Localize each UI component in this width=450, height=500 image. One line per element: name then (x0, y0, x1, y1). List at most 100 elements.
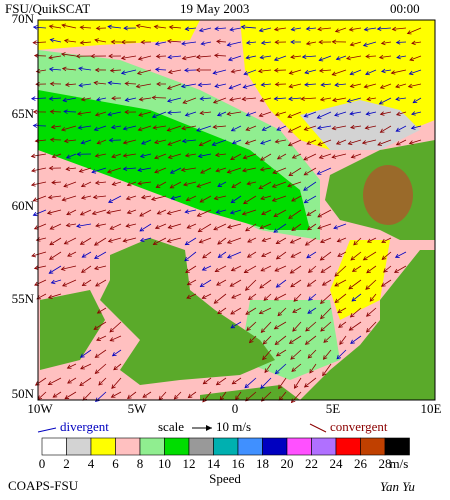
wind-arrow-head (275, 255, 281, 260)
colorbar: 0 2 4 6 8 10 12 14 16 18 20 22 24 26 28m/s (39, 437, 410, 471)
wind-arrow-head (317, 225, 322, 230)
wind-arrow (304, 69, 317, 74)
wind-arrow (304, 377, 317, 388)
wind-arrow (96, 97, 107, 101)
wind-arrow-head (271, 197, 277, 202)
wind-arrow (289, 335, 302, 344)
wind-arrow (337, 307, 347, 314)
wind-arrow (167, 139, 182, 146)
wind-arrow-head (76, 223, 81, 229)
wind-arrow (411, 41, 422, 44)
wind-arrow (261, 209, 272, 215)
wind-arrow-head (366, 238, 372, 243)
wind-arrow-head (348, 27, 354, 32)
wind-arrow-head (331, 125, 337, 131)
wind-arrow (136, 25, 152, 29)
wind-arrow-head (412, 99, 418, 104)
wind-arrow-head (198, 142, 204, 147)
wind-arrow (259, 27, 272, 32)
wind-arrow (82, 251, 92, 258)
wind-arrow-head (213, 53, 219, 58)
wind-arrow-head (246, 253, 252, 258)
wind-arrow (227, 237, 242, 244)
wind-arrow-head (293, 297, 298, 302)
wind-arrow-head (107, 80, 113, 86)
wind-arrow (308, 265, 317, 273)
wind-arrow (351, 153, 362, 158)
wind-arrow-head (363, 84, 369, 89)
wind-arrow (51, 125, 62, 128)
wind-arrow (347, 97, 362, 102)
wind-arrow (332, 69, 347, 76)
wind-arrow-head (151, 113, 157, 119)
wind-arrow (332, 97, 347, 101)
wind-arrow (262, 237, 272, 242)
wind-arrow-head (290, 54, 295, 60)
wind-arrow-head (230, 324, 236, 329)
wind-arrow-head (289, 269, 295, 274)
wind-arrow-head (95, 223, 100, 228)
wind-arrow-head (274, 369, 280, 375)
wind-arrow (95, 223, 107, 227)
wind-arrow (409, 55, 422, 61)
wind-arrow (244, 265, 257, 273)
wind-arrow-head (140, 140, 146, 145)
wind-arrow (31, 97, 47, 100)
wind-arrow-head (290, 253, 296, 258)
wind-arrow (244, 377, 257, 389)
wind-arrow-head (245, 310, 250, 315)
wind-arrow (212, 139, 227, 146)
wind-arrow-head (259, 97, 265, 103)
wind-arrow (95, 153, 107, 157)
wind-arrow (64, 40, 77, 43)
wind-arrow-head (49, 137, 55, 143)
wind-arrow (383, 265, 392, 273)
wind-arrow (246, 321, 257, 331)
wind-arrow (380, 83, 392, 89)
wind-arrow (381, 69, 392, 72)
wind-arrow (366, 321, 377, 333)
wind-arrow-head (274, 267, 280, 272)
wind-arrow-head (111, 153, 116, 159)
wind-arrow-head (240, 24, 246, 30)
wind-arrow (139, 223, 152, 232)
wind-arrow (111, 153, 122, 158)
wind-arrow-head (94, 112, 100, 117)
wind-arrow-head (336, 238, 342, 243)
wind-arrow (396, 55, 407, 59)
wind-arrow-head (122, 238, 128, 243)
wind-arrow-head (318, 39, 323, 45)
wind-arrow-head (181, 125, 186, 131)
wind-arrow (291, 195, 302, 202)
wind-arrow (155, 223, 167, 229)
wind-arrow-head (33, 225, 39, 230)
wind-arrow-head (96, 97, 101, 102)
wind-arrow-head (49, 241, 55, 246)
wind-arrow (215, 27, 227, 30)
wind-arrow (196, 181, 212, 188)
wind-arrow-head (226, 111, 232, 116)
wind-arrow (215, 265, 227, 272)
wind-arrow (260, 153, 272, 161)
wind-arrow-head (291, 367, 296, 372)
wind-arrow (52, 153, 62, 158)
header-date: 19 May 2003 (180, 1, 249, 16)
wind-arrow-head (230, 198, 236, 204)
wind-arrow-head (151, 95, 157, 100)
wind-arrow-head (291, 197, 296, 202)
wind-arrow-head (262, 355, 267, 361)
colorbar-cell (139, 437, 165, 456)
wind-arrow (394, 265, 407, 273)
wind-arrow-head (307, 225, 312, 231)
wind-arrow-head (184, 112, 190, 117)
wind-arrow-head (109, 328, 115, 333)
wind-arrow (154, 153, 167, 159)
wind-arrow-head (30, 153, 36, 159)
wind-arrow (126, 195, 137, 200)
wind-arrow (249, 335, 257, 343)
wind-arrow (333, 223, 347, 229)
wind-arrow (346, 55, 362, 60)
wind-arrow (79, 377, 92, 386)
wind-arrow-head (96, 336, 101, 341)
wind-arrow (169, 26, 182, 29)
